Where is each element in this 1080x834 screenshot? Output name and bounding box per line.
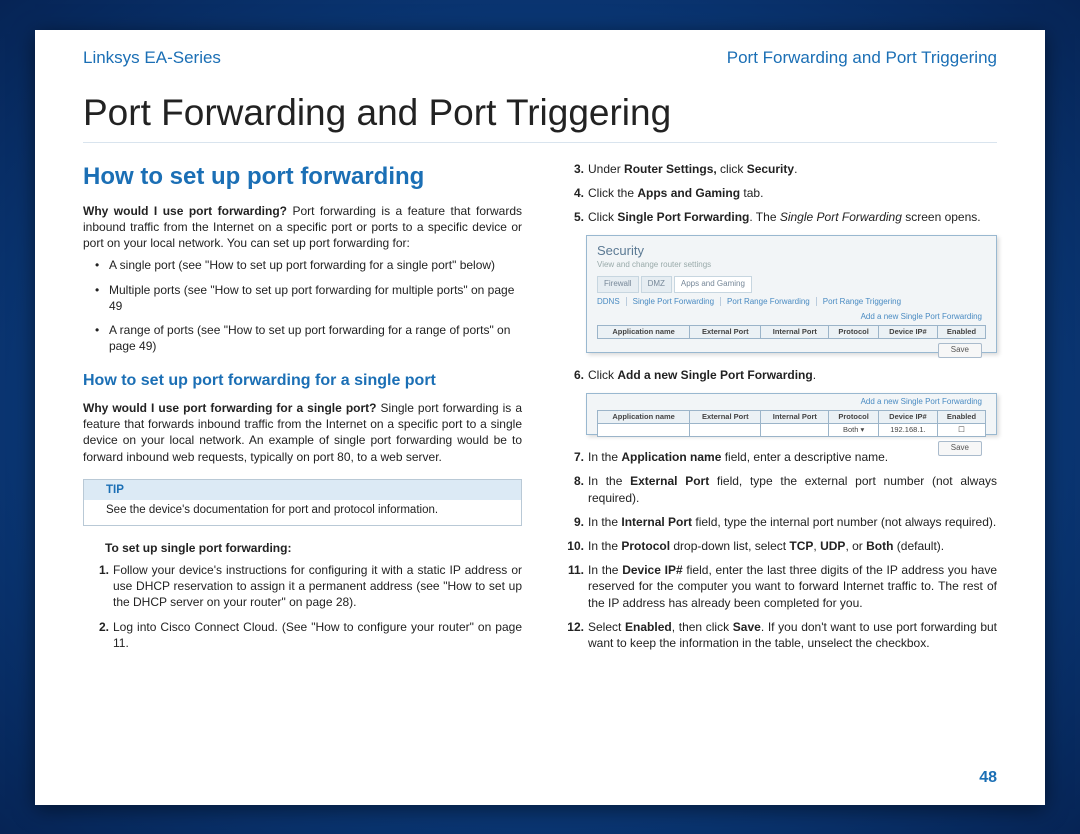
add-forwarding-screenshot: Add a new Single Port Forwarding Applica… xyxy=(586,393,997,435)
manual-page: Linksys EA-Series Port Forwarding and Po… xyxy=(35,30,1045,805)
steps-right-b: In the Application name field, enter a d… xyxy=(558,449,997,651)
page-number: 48 xyxy=(979,769,997,787)
header-right: Port Forwarding and Port Triggering xyxy=(727,48,997,68)
security-screenshot: Security View and change router settings… xyxy=(586,235,997,353)
left-column: How to set up port forwarding Why would … xyxy=(83,161,522,660)
step-item: In the External Port field, type the ext… xyxy=(588,473,997,505)
procedure-heading: To set up single port forwarding: xyxy=(105,540,522,556)
fig-title: Security xyxy=(587,236,996,260)
fig-table: Application nameExternal PortInternal Po… xyxy=(597,325,986,339)
step-item: Under Router Settings, click Security. xyxy=(588,161,997,177)
step-item: Click the Apps and Gaming tab. xyxy=(588,185,997,201)
step-item: Click Add a new Single Port Forwarding. xyxy=(588,367,997,383)
header-left: Linksys EA-Series xyxy=(83,48,221,68)
list-item: Multiple ports (see "How to set up port … xyxy=(109,282,522,314)
fig-table: Application nameExternal PortInternal Po… xyxy=(597,410,986,437)
steps-right-a: Under Router Settings, click Security. C… xyxy=(558,161,997,226)
tip-body: See the device's documentation for port … xyxy=(84,500,521,525)
fig-sublinks: DDNSSingle Port ForwardingPort Range For… xyxy=(587,293,996,312)
fig-tab-active: Apps and Gaming xyxy=(674,276,752,293)
single-bold: Why would I use port forwarding for a si… xyxy=(83,401,377,415)
step-item: In the Device IP# field, enter the last … xyxy=(588,562,997,611)
intro-bold: Why would I use port forwarding? xyxy=(83,204,287,218)
section-heading: How to set up port forwarding xyxy=(83,161,522,193)
step-item: Select Enabled, then click Save. If you … xyxy=(588,619,997,651)
tip-box: TIP See the device's documentation for p… xyxy=(83,479,522,526)
fig-add-link: Add a new Single Port Forwarding xyxy=(587,312,996,325)
tip-label: TIP xyxy=(84,480,521,501)
fig-tab: DMZ xyxy=(641,276,672,293)
list-item: A single port (see "How to set up port f… xyxy=(109,257,522,273)
fig-subtitle: View and change router settings xyxy=(587,260,996,277)
page-header: Linksys EA-Series Port Forwarding and Po… xyxy=(35,30,1045,74)
fig-tab: Firewall xyxy=(597,276,639,293)
right-column: Under Router Settings, click Security. C… xyxy=(558,161,997,660)
bullet-list: A single port (see "How to set up port f… xyxy=(83,257,522,354)
step-item: Click Single Port Forwarding. The Single… xyxy=(588,209,997,225)
fig-save-row: Save xyxy=(587,343,996,362)
step-item: In the Application name field, enter a d… xyxy=(588,449,997,465)
fig-tabs: Firewall DMZ Apps and Gaming xyxy=(587,276,996,293)
step-item: In the Protocol drop-down list, select T… xyxy=(588,538,997,554)
step-item: In the Internal Port field, type the int… xyxy=(588,514,997,530)
step-item: Follow your device's instructions for co… xyxy=(113,562,522,611)
step-item: Log into Cisco Connect Cloud. (See "How … xyxy=(113,619,522,651)
subsection-heading: How to set up port forwarding for a sing… xyxy=(83,370,522,392)
steps-left: Follow your device's instructions for co… xyxy=(83,562,522,651)
steps-right-6: Click Add a new Single Port Forwarding. xyxy=(558,367,997,383)
fig-add-link: Add a new Single Port Forwarding xyxy=(587,394,996,410)
single-port-paragraph: Why would I use port forwarding for a si… xyxy=(83,400,522,465)
content-columns: How to set up port forwarding Why would … xyxy=(35,161,1045,660)
fig-save-button: Save xyxy=(938,343,982,358)
page-title: Port Forwarding and Port Triggering xyxy=(83,74,997,143)
intro-paragraph: Why would I use port forwarding? Port fo… xyxy=(83,203,522,252)
list-item: A range of ports (see "How to set up por… xyxy=(109,322,522,354)
